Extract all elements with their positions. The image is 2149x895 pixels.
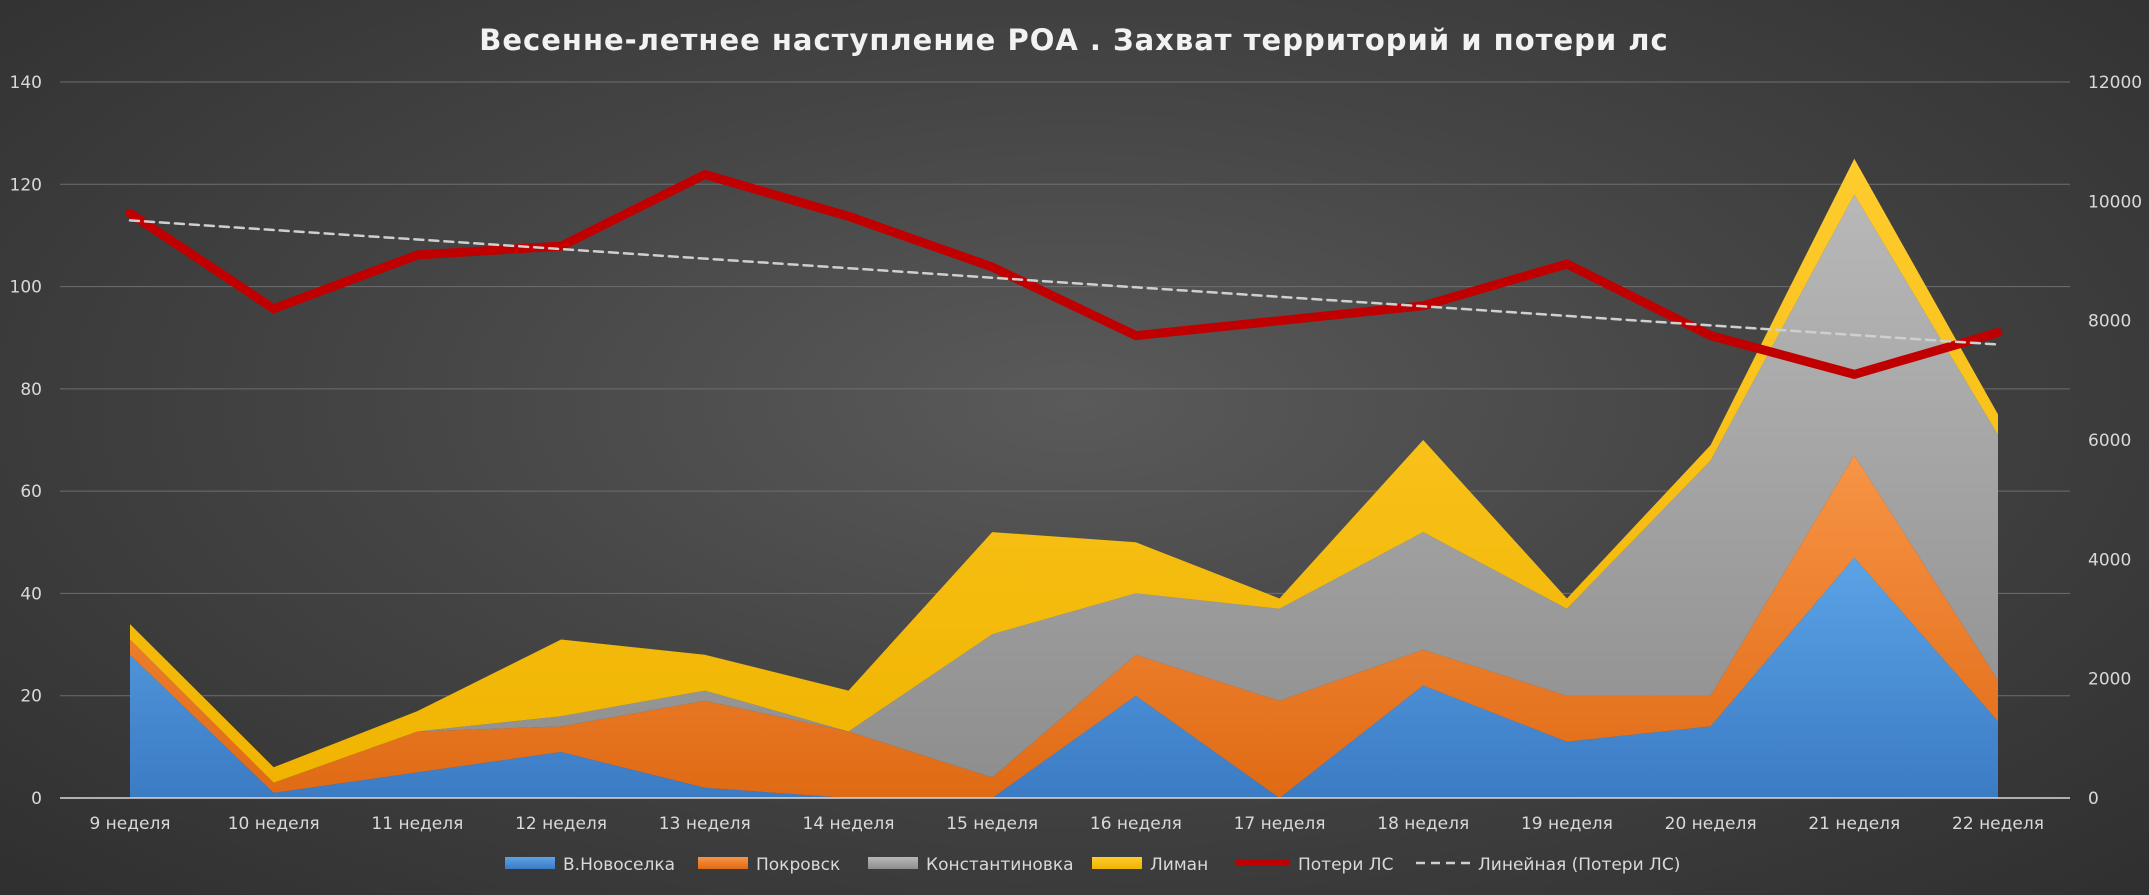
left-tick-label: 100 [10, 278, 42, 298]
right-tick-label: 4000 [2088, 550, 2131, 570]
legend-label: Линейная (Потери ЛС) [1478, 855, 1680, 875]
legend-label: Покровск [756, 855, 840, 875]
x-tick-label: 9 неделя [89, 814, 170, 834]
x-tick-label: 14 неделя [803, 814, 895, 834]
right-tick-label: 0 [2088, 789, 2099, 809]
right-tick-label: 10000 [2088, 192, 2142, 212]
legend-item-Линейная (Потери ЛС): Линейная (Потери ЛС) [1416, 855, 1680, 875]
area-Константиновка [130, 194, 1998, 783]
line-Потери ЛС [125, 170, 2003, 379]
x-tick-label: 20 неделя [1665, 814, 1757, 834]
x-tick-label: 21 неделя [1808, 814, 1900, 834]
right-tick-label: 8000 [2088, 312, 2131, 332]
legend-swatch [868, 857, 918, 869]
area-series-group [130, 158, 1998, 798]
left-tick-label: 120 [10, 175, 42, 195]
x-tick-label: 11 неделя [371, 814, 463, 834]
legend-item-В.Новоселка: В.Новоселка [505, 855, 675, 875]
area-В.Новоселка [130, 557, 1998, 798]
x-tick-label: 18 неделя [1377, 814, 1469, 834]
left-tick-label: 60 [20, 482, 42, 502]
right-tick-label: 12000 [2088, 73, 2142, 93]
right-tick-label: 2000 [2088, 670, 2131, 690]
line-series-group [125, 170, 2003, 379]
x-tick-label: 12 неделя [515, 814, 607, 834]
left-tick-label: 0 [31, 789, 42, 809]
axes-group: 0 20 40 60 80 100 120 140 0 2000 4000 6000 8000 10000… [10, 73, 2143, 834]
x-tick-label: 17 неделя [1234, 814, 1326, 834]
legend-label: Потери ЛС [1298, 855, 1393, 875]
legend-swatch [1092, 857, 1142, 869]
left-tick-label: 140 [10, 73, 42, 93]
x-tick-label: 16 неделя [1090, 814, 1182, 834]
left-tick-label: 80 [20, 380, 42, 400]
legend-swatch [505, 857, 555, 869]
legend-swatch [698, 857, 748, 869]
legend-item-Константиновка: Константиновка [868, 855, 1074, 875]
x-tick-label: 10 неделя [228, 814, 320, 834]
left-tick-label: 40 [20, 584, 42, 604]
x-tick-label: 13 неделя [659, 814, 751, 834]
legend-label: Лиман [1150, 855, 1208, 875]
left-tick-label: 20 [20, 687, 42, 707]
chart-title: Весенне-летнее наступление РОА . Захват … [479, 23, 1668, 57]
legend-label: В.Новоселка [563, 855, 675, 875]
legend-label: Константиновка [926, 855, 1074, 875]
legend-item-Лиман: Лиман [1092, 855, 1208, 875]
legend: В.Новоселка Покровск Константиновка Лиман По… [505, 855, 1680, 875]
line-Линейная (Потери ЛС) [128, 219, 2000, 346]
legend-item-Покровск: Покровск [698, 855, 840, 875]
right-tick-label: 6000 [2088, 431, 2131, 451]
gridlines [60, 81, 2070, 697]
area-Покровск [130, 455, 1998, 798]
x-tick-label: 15 неделя [946, 814, 1038, 834]
x-tick-label: 19 неделя [1521, 814, 1613, 834]
legend-item-Потери ЛС: Потери ЛС [1236, 855, 1393, 875]
x-tick-label: 22 неделя [1952, 814, 2044, 834]
